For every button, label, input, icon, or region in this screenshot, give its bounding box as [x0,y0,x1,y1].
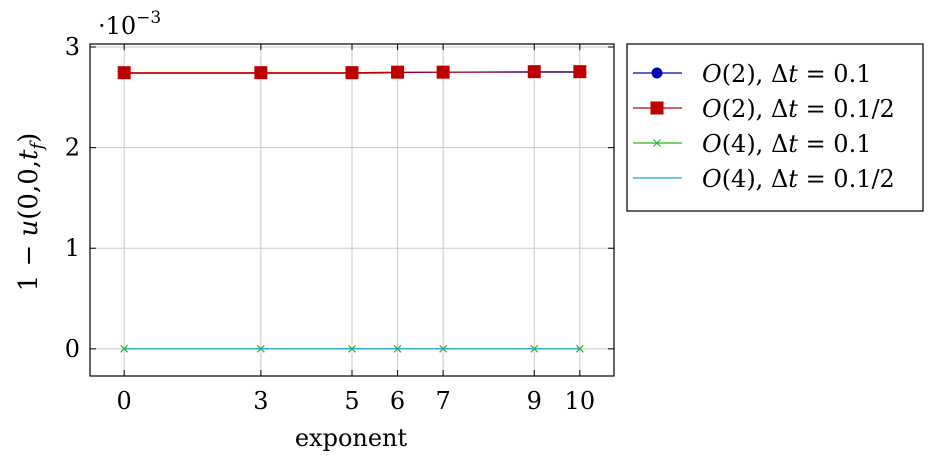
marker-circle [651,67,663,79]
series-2 [117,65,587,80]
x-tick-label: 5 [344,387,359,415]
legend-label: O(4), Δt = 0.1 [702,130,871,158]
legend-label: O(2), Δt = 0.1 [702,60,871,88]
marker-square [573,65,587,79]
ticks: 0 3 5 6 7 9 10 0 1 2 3 [65,33,614,415]
x-tick-label: 6 [390,387,405,415]
marker-x [653,139,661,147]
legend-entry-2: O(2), Δt = 0.1/2 [633,95,895,123]
grid [90,44,614,376]
legend-entry-1: O(2), Δt = 0.1 [633,60,871,88]
marker-square [391,65,405,79]
y-scale-label: ·10−3 [98,8,161,40]
marker-square [117,66,131,80]
marker-x-stroke [653,139,661,147]
marker-square [345,66,359,80]
x-tick-label: 3 [253,387,268,415]
series-layer [117,65,587,353]
legend-entry-3: O(4), Δt = 0.1 [633,130,871,158]
marker-square [527,65,541,79]
y-axis-label: 1 − u(0,0,tf) [14,133,48,292]
y-tick-label: 2 [65,134,80,162]
legend: O(2), Δt = 0.1 O(2), Δt = 0.1/2 O(4), Δt =… [626,43,924,212]
x-tick-label: 7 [435,387,450,415]
x-tick-label: 10 [565,387,596,415]
marker-square [650,101,664,115]
marker-square [436,65,450,79]
x-tick-label: 0 [117,387,132,415]
legend-entry-4: O(4), Δt = 0.1/2 [633,165,895,193]
legend-label: O(4), Δt = 0.1/2 [702,165,895,193]
marker-square [254,66,268,80]
x-axis-label: exponent [295,424,408,452]
y-tick-label: 0 [65,335,80,363]
y-tick-label: 3 [65,33,80,61]
legend-box [626,43,924,212]
x-tick-label: 9 [527,387,542,415]
y-tick-label: 1 [65,234,80,262]
legend-label: O(2), Δt = 0.1/2 [702,95,895,123]
